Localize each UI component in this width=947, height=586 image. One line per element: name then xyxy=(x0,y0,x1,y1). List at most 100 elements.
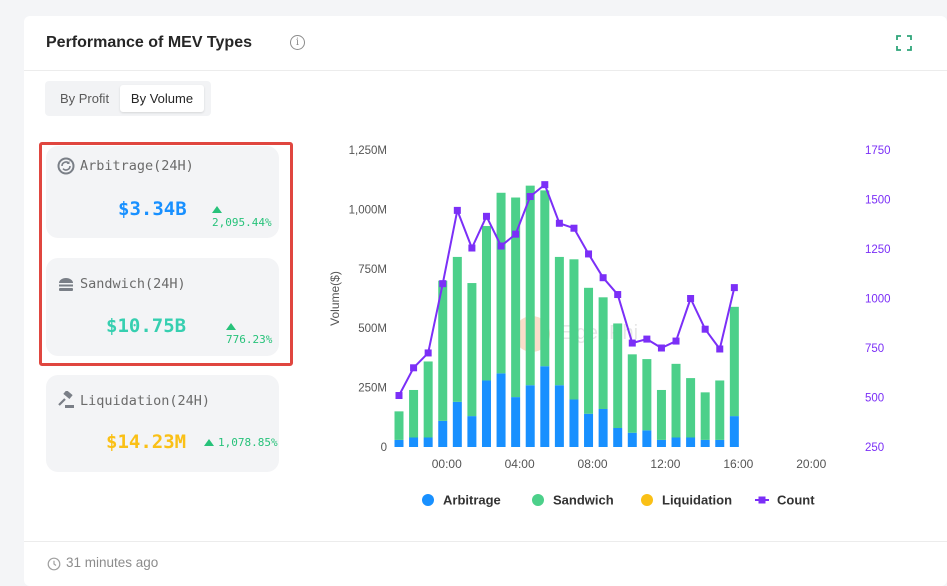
mev-performance-card: Performance of MEV Types i By Profit By … xyxy=(24,16,947,586)
sandwich-bar xyxy=(715,380,725,440)
arbitrage-bar xyxy=(627,432,637,447)
sandwich-bar xyxy=(554,256,564,386)
sandwich-stat-card[interactable]: Sandwich(24H) $10.75B 776.23% xyxy=(46,258,279,356)
sandwich-bar xyxy=(700,392,710,440)
arbitrage-bar xyxy=(554,385,564,447)
y-tick-label: 1,000M xyxy=(349,204,387,216)
count-point xyxy=(628,339,636,347)
count-point xyxy=(512,230,520,238)
sandwich-bar xyxy=(627,354,637,433)
card-title: Performance of MEV Types xyxy=(46,34,252,51)
stat-value: $10.75B xyxy=(106,315,187,337)
sandwich-icon xyxy=(59,278,73,291)
liquidation-stat-card[interactable]: Liquidation(24H) $14.23M 1,078.85% xyxy=(46,375,279,472)
count-point xyxy=(526,193,534,201)
arbitrage-bar xyxy=(613,427,623,447)
count-point xyxy=(643,335,651,343)
y-axis-label: Volume($) xyxy=(328,271,342,326)
arbitrage-bar xyxy=(511,397,521,447)
legend-liquidation-marker xyxy=(641,494,653,506)
arbitrage-bar xyxy=(496,373,506,447)
arbitrage-bar xyxy=(438,420,448,447)
count-point xyxy=(657,344,665,352)
arbitrage-bar xyxy=(467,416,477,447)
count-point xyxy=(570,224,578,232)
y-tick-label: 1,250M xyxy=(349,145,387,157)
by-volume-tab[interactable]: By Volume xyxy=(120,85,204,112)
x-tick-label: 04:00 xyxy=(505,457,535,471)
count-point xyxy=(453,206,461,214)
stat-change: 2,095.44% xyxy=(212,203,279,229)
count-point xyxy=(497,242,505,250)
arbitrage-bar xyxy=(452,401,462,447)
legend-label: Liquidation xyxy=(662,493,732,508)
arbitrage-bar xyxy=(686,437,696,447)
y-tick-label: 250M xyxy=(358,383,387,395)
count-point xyxy=(541,181,549,189)
y-tick-label: 750M xyxy=(358,264,387,276)
sandwich-bar xyxy=(642,359,652,431)
y-tick-label: 500M xyxy=(358,323,387,335)
legend-label: Count xyxy=(777,493,815,508)
sandwich-bar xyxy=(540,190,550,367)
expand-icon[interactable] xyxy=(896,35,912,51)
stat-label: Sandwich(24H) xyxy=(80,276,186,292)
clock-icon xyxy=(47,557,61,571)
count-point xyxy=(439,280,447,288)
stat-value: $14.23M xyxy=(106,431,187,453)
up-arrow-icon xyxy=(212,206,222,213)
liquidation-icon xyxy=(58,391,74,408)
count-point xyxy=(614,291,622,299)
view-toggle: By Profit By Volume xyxy=(45,81,211,116)
sandwich-bar xyxy=(569,259,579,400)
count-point xyxy=(687,295,695,302)
sandwich-bar xyxy=(525,185,535,386)
by-profit-tab[interactable]: By Profit xyxy=(59,91,110,106)
count-point xyxy=(410,364,418,372)
sandwich-bar xyxy=(729,306,739,417)
arbitrage-stat-card[interactable]: Arbitrage(24H) $3.34B 2,095.44% xyxy=(46,146,279,238)
count-point xyxy=(599,274,607,282)
up-arrow-icon xyxy=(204,439,214,446)
y2-tick-label: 1500 xyxy=(865,195,891,207)
legend-arbitrage-marker xyxy=(422,494,434,506)
arbitrage-bar xyxy=(540,366,550,447)
sandwich-bar xyxy=(613,323,623,428)
count-point xyxy=(468,244,476,252)
y2-tick-label: 750 xyxy=(865,343,884,355)
arbitrage-bar xyxy=(700,439,710,447)
count-point xyxy=(730,284,738,292)
stat-value: $3.34B xyxy=(118,198,187,220)
sandwich-bar xyxy=(409,389,419,438)
arbitrage-bar xyxy=(656,439,666,447)
sandwich-bar xyxy=(496,192,506,374)
count-point xyxy=(585,250,593,258)
sandwich-bar xyxy=(671,363,681,438)
x-tick-label: 08:00 xyxy=(578,457,608,471)
count-point xyxy=(672,337,680,345)
x-tick-label: 16:00 xyxy=(723,457,753,471)
legend-label: Arbitrage xyxy=(443,493,501,508)
sandwich-bar xyxy=(467,283,477,417)
stat-label: Arbitrage(24H) xyxy=(80,158,194,174)
count-point xyxy=(555,219,563,227)
count-point xyxy=(701,325,709,333)
card-header: Performance of MEV Types i xyxy=(24,16,947,71)
stat-change: 776.23% xyxy=(226,320,279,346)
arbitrage-icon xyxy=(57,157,75,175)
x-tick-label: 12:00 xyxy=(650,457,680,471)
count-line xyxy=(398,183,736,396)
stat-change: 1,078.85% xyxy=(204,436,278,449)
legend-sandwich-marker xyxy=(532,494,544,506)
sandwich-bar xyxy=(584,287,594,414)
sandwich-bar xyxy=(438,280,448,421)
sandwich-bar xyxy=(511,197,521,398)
info-icon[interactable]: i xyxy=(290,35,305,50)
card-footer: 31 minutes ago xyxy=(24,541,947,586)
x-tick-label: 20:00 xyxy=(796,457,826,471)
arbitrage-bar xyxy=(394,439,404,447)
arbitrage-bar xyxy=(715,439,725,447)
arbitrage-bar xyxy=(642,430,652,447)
y2-tick-label: 500 xyxy=(865,393,884,405)
arbitrage-bar xyxy=(569,399,579,447)
